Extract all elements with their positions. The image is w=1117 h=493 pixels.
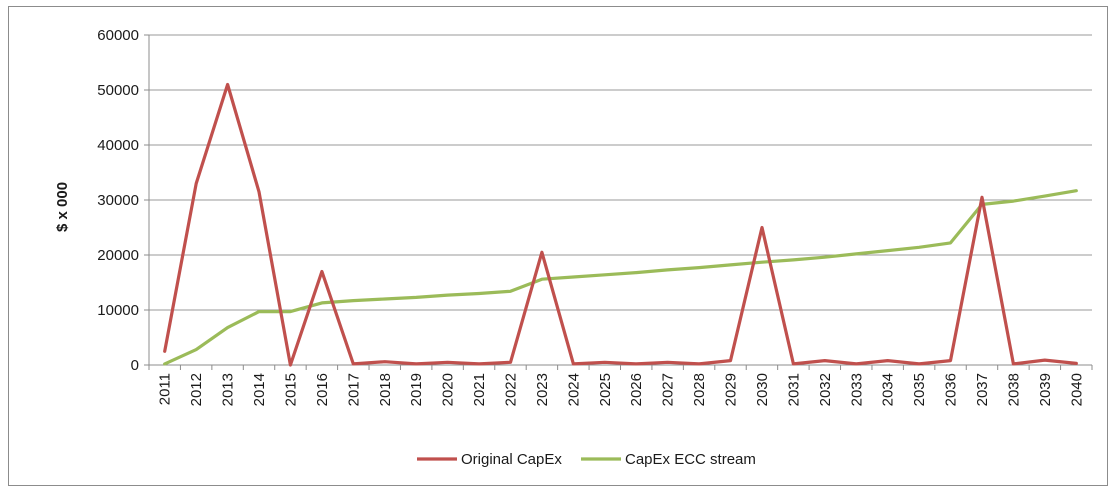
x-tick-label: 2035 (911, 373, 928, 406)
chart-frame: 0 10000 20000 30000 40000 50000 60000 2011 2012… (8, 6, 1108, 486)
series-line-capex-ecc-stream (163, 189, 1078, 366)
x-tick-label: 2029 (723, 373, 740, 406)
x-tick-label: 2036 (943, 373, 960, 406)
y-tick-label: 60000 (97, 27, 139, 44)
y-tick-label: 40000 (97, 137, 139, 154)
y-axis-title: $ x 000 (54, 182, 71, 232)
legend-label: Original CapEx (461, 451, 562, 468)
x-tick-label: 2034 (880, 373, 897, 406)
x-tick-label: 2025 (597, 373, 614, 406)
x-tick-label: 2024 (565, 373, 582, 406)
x-tick-label: 2011 (157, 373, 174, 405)
series-line-original-capex (163, 82, 1078, 367)
x-tick-label: 2028 (691, 373, 708, 406)
y-tick-label: 30000 (97, 192, 139, 209)
y-tick-label: 50000 (97, 82, 139, 99)
x-tick-label: 2037 (974, 373, 991, 406)
x-tick-label: 2019 (408, 373, 425, 406)
x-tick-label: 2022 (502, 373, 519, 406)
x-tick-label: 2017 (345, 373, 362, 406)
x-tick-label: 2039 (1037, 373, 1054, 406)
legend: Original CapEx CapEx ECC stream (417, 451, 756, 468)
y-tick-label: 20000 (97, 247, 139, 264)
x-tick-label: 2031 (785, 373, 802, 406)
series-layer (163, 82, 1078, 367)
x-tick-label: 2020 (440, 373, 457, 406)
line-chart: 0 10000 20000 30000 40000 50000 60000 2011 2012… (54, 27, 1093, 468)
x-tick-label: 2013 (220, 373, 237, 406)
x-tick-label: 2027 (660, 373, 677, 406)
x-tick-label: 2032 (817, 373, 834, 406)
x-tick-label: 2026 (628, 373, 645, 406)
legend-label: CapEx ECC stream (625, 451, 756, 468)
gridlines (149, 34, 1092, 366)
x-tick-label: 2018 (377, 373, 394, 406)
x-tick-label: 2040 (1068, 373, 1085, 406)
x-tick-label: 2023 (534, 373, 551, 406)
x-tick-label: 2014 (251, 373, 268, 406)
y-axis: 0 10000 20000 30000 40000 50000 60000 (97, 27, 150, 374)
x-axis: 2011 2012 2013 2014 2015 2016 2017 2018 2019 2020… (148, 365, 1093, 406)
x-tick-label: 2016 (314, 373, 331, 406)
y-tick-label: 10000 (97, 302, 139, 319)
x-tick-label: 2038 (1005, 373, 1022, 406)
x-tick-label: 2015 (282, 373, 299, 406)
y-tick-label: 0 (131, 357, 139, 374)
x-tick-label: 2030 (754, 373, 771, 406)
x-tick-label: 2021 (471, 373, 488, 406)
x-tick-label: 2033 (848, 373, 865, 406)
x-tick-label: 2012 (188, 373, 205, 406)
